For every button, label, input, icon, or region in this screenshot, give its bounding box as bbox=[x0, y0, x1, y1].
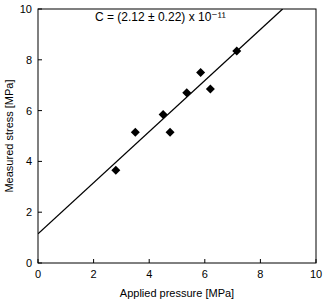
y-tick bbox=[38, 263, 42, 264]
x-tick-label: 2 bbox=[91, 268, 97, 280]
data-point bbox=[159, 110, 168, 119]
y-tick-label: 8 bbox=[26, 54, 32, 66]
y-tick-label: 6 bbox=[26, 105, 32, 117]
x-axis-label: Applied pressure [MPa] bbox=[120, 287, 234, 299]
x-tick bbox=[260, 259, 261, 263]
x-tick bbox=[204, 259, 205, 263]
x-tick-label: 10 bbox=[310, 268, 322, 280]
data-point bbox=[166, 128, 175, 137]
data-point bbox=[131, 128, 140, 137]
x-tick bbox=[93, 259, 94, 263]
fit-line bbox=[38, 9, 283, 234]
y-tick bbox=[38, 59, 42, 60]
data-point bbox=[196, 68, 205, 77]
x-tick-label: 4 bbox=[146, 268, 152, 280]
data-point bbox=[206, 85, 215, 94]
x-tick-label: 6 bbox=[202, 268, 208, 280]
y-axis-label: Measured stress [MPa] bbox=[3, 79, 15, 192]
y-tick-label: 2 bbox=[26, 206, 32, 218]
plot-frame bbox=[38, 9, 316, 263]
chart: 0 2 4 6 8 10 0 2 4 6 8 10 Applied pressure [MPa] Meas… bbox=[0, 0, 327, 306]
annotation: C = (2.12 ± 0.22) x 10⁻¹¹ bbox=[95, 10, 226, 24]
x-tick bbox=[149, 259, 150, 263]
x-tick bbox=[38, 259, 39, 263]
y-tick bbox=[38, 161, 42, 162]
y-tick-label: 4 bbox=[26, 155, 32, 167]
x-tick-label: 0 bbox=[35, 268, 41, 280]
x-tick-label: 8 bbox=[257, 268, 263, 280]
y-tick-label: 0 bbox=[26, 257, 32, 269]
y-tick bbox=[38, 9, 42, 10]
data-point bbox=[182, 88, 191, 97]
y-tick bbox=[38, 212, 42, 213]
data-point bbox=[111, 166, 120, 175]
y-tick bbox=[38, 110, 42, 111]
plot-data bbox=[38, 9, 283, 234]
x-tick bbox=[316, 259, 317, 263]
y-tick-label: 10 bbox=[20, 3, 32, 15]
